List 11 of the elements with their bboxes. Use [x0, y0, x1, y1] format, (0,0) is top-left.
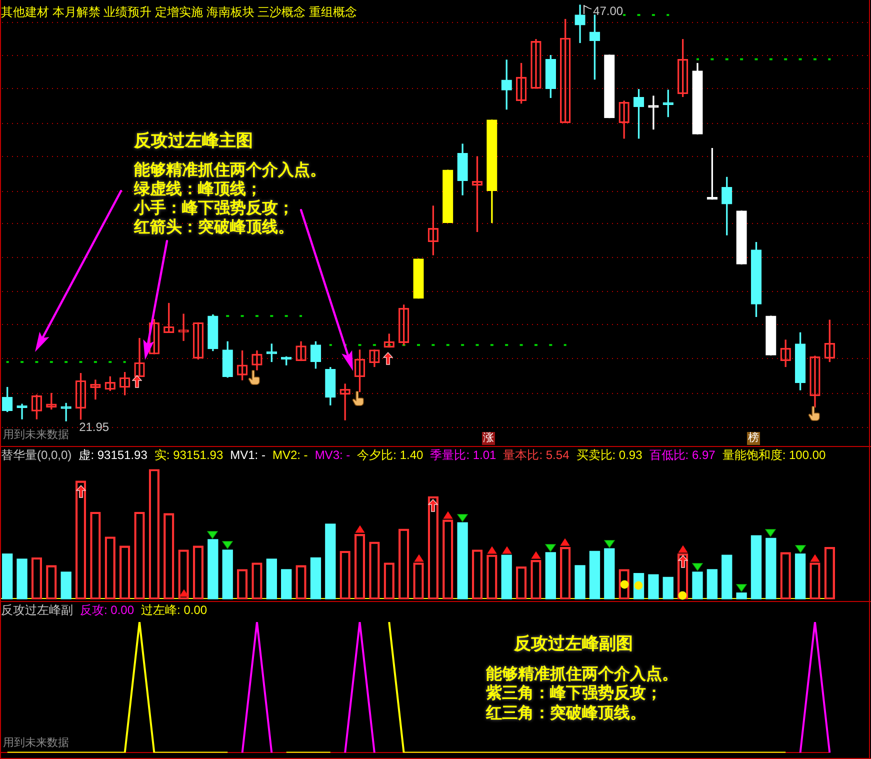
annotation: 反攻过左峰主图	[134, 131, 253, 151]
annotation: 绿虚线：峰顶线；	[134, 180, 262, 198]
text: 涨	[482, 432, 495, 445]
text: 用到未来数据	[3, 428, 69, 442]
annotation: 小手：峰下强势反攻；	[134, 198, 294, 218]
text: 榜	[747, 432, 760, 445]
annotation: 红箭头：突破峰顶线。	[134, 218, 294, 237]
chart-title: 其他建材 本月解禁 业绩预升 定增实施 海南板块 三沙概念 重组概念	[1, 4, 358, 18]
annotation: 47.00	[593, 4, 624, 20]
annotation: 能够精准抓住两个介入点。	[134, 160, 326, 180]
annotation: 21.95	[79, 420, 110, 436]
